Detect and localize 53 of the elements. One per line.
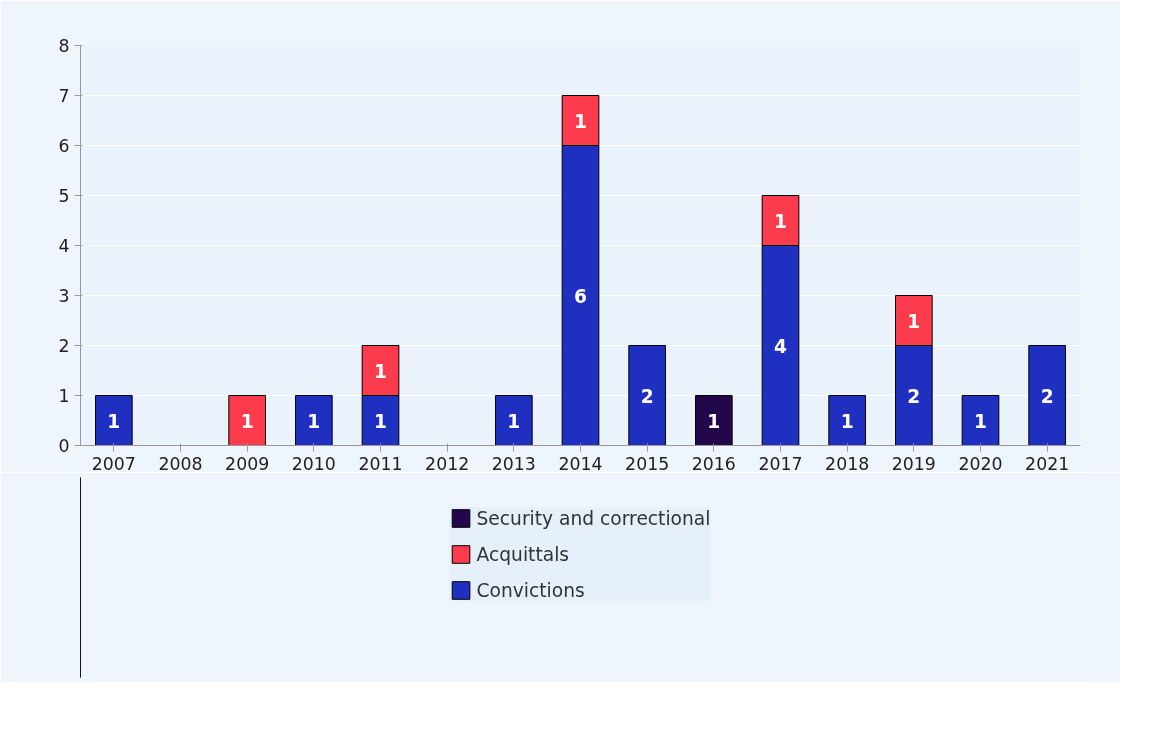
bar (828, 395, 866, 446)
x-tick-label: 2014 (558, 453, 603, 474)
x-tick-label: 2007 (91, 453, 136, 474)
data-label: 1 (240, 410, 254, 432)
data-label: 1 (907, 310, 921, 332)
x-tick-label: 2012 (425, 453, 470, 474)
data-label: 1 (974, 410, 987, 432)
data-label: 2 (1040, 385, 1054, 407)
y-tick-label: 0 (58, 436, 70, 456)
x-tick-label: 2013 (491, 453, 536, 474)
y-tick-label: 6 (58, 136, 70, 156)
x-tick-label: 2015 (625, 453, 670, 474)
data-label: 2 (640, 385, 654, 407)
data-label: 1 (574, 110, 587, 132)
y-tick-label: 8 (58, 36, 70, 56)
x-tick-label: 2018 (825, 453, 870, 474)
x-tick-label: 2020 (958, 453, 1003, 474)
data-label: 1 (707, 410, 721, 432)
bar (961, 395, 1000, 446)
y-tick-label: 2 (58, 336, 70, 356)
x-tick-label: 2016 (691, 453, 736, 474)
data-label: 1 (840, 410, 854, 432)
x-tick-label: 2011 (358, 453, 403, 474)
x-tick-label: 2019 (891, 453, 936, 474)
x-tick-label: 2008 (158, 453, 203, 474)
y-tick-label: 4 (58, 236, 70, 256)
bar (495, 395, 533, 446)
y-tick-label: 3 (58, 286, 70, 306)
bar (628, 345, 666, 446)
data-label: 6 (574, 285, 587, 307)
bar (295, 395, 333, 446)
y-tick-label: 5 (58, 186, 70, 206)
x-tick-label: 2009 (225, 453, 270, 474)
bar (1028, 345, 1066, 446)
y-tick-label: 1 (58, 386, 70, 406)
bar (695, 395, 733, 446)
data-label: 4 (774, 335, 788, 357)
data-label: 1 (374, 410, 387, 432)
data-label: 1 (374, 360, 387, 382)
x-tick-label: 2017 (758, 453, 803, 474)
x-tick-label: 2010 (291, 453, 336, 474)
data-label: 1 (107, 410, 121, 432)
data-label: 2 (907, 385, 921, 407)
legend-label: Security and correctional (476, 507, 711, 529)
data-label: 1 (507, 410, 521, 432)
legend-label: Acquittals (476, 543, 570, 565)
data-label: 1 (774, 210, 787, 232)
y-tick-label: 7 (58, 86, 70, 106)
x-tick-label: 2021 (1025, 453, 1070, 474)
legend-label: Convictions (476, 579, 585, 601)
data-label: 1 (307, 410, 321, 432)
bar (228, 395, 266, 446)
bar (95, 395, 133, 446)
